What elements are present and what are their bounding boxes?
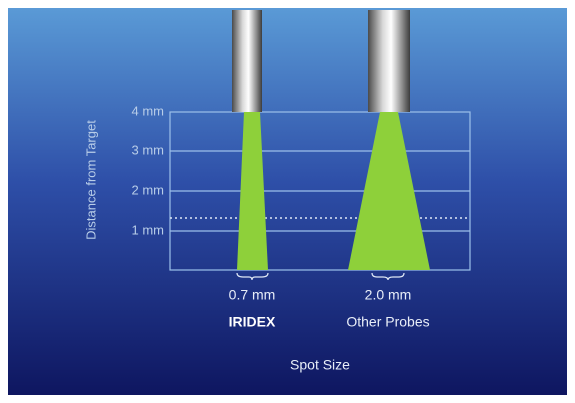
probe-name: IRIDEX bbox=[229, 314, 276, 330]
tick-label: 3 mm bbox=[132, 142, 165, 157]
probe bbox=[368, 10, 410, 112]
beam bbox=[237, 112, 268, 270]
spot-size: 2.0 mm bbox=[365, 287, 412, 303]
tick-label: 4 mm bbox=[132, 103, 165, 118]
beam bbox=[348, 112, 430, 270]
footer: Spot Size bbox=[290, 357, 350, 373]
spot-size: 0.7 mm bbox=[229, 287, 276, 303]
background bbox=[8, 8, 567, 395]
tick-label: 1 mm bbox=[132, 222, 165, 237]
probe-name: Other Probes bbox=[346, 314, 429, 330]
axis-title: Distance from Target bbox=[83, 120, 98, 240]
braces bbox=[236, 272, 405, 281]
grid bbox=[169, 111, 471, 271]
probe bbox=[232, 10, 262, 112]
tick-label: 2 mm bbox=[132, 182, 165, 197]
